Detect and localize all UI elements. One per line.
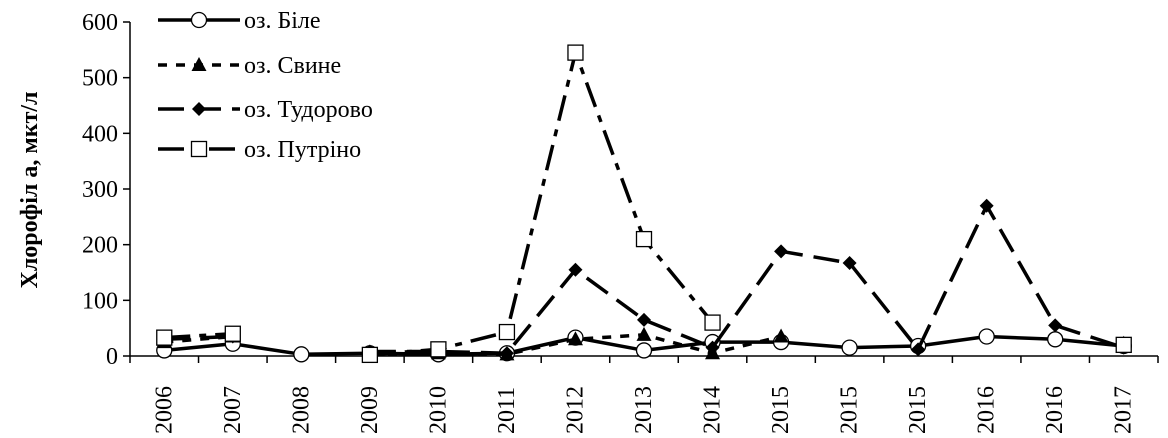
x-tick-label: 2008 [288,386,314,434]
x-axis: 2006 2007 2008 2009 2010 2011 2012 2013 2014 2015… [130,356,1158,434]
x-tick-label: 2017 [1111,386,1137,434]
legend-label: оз. Тудорово [244,97,373,123]
data-point [979,329,994,344]
series-group [157,45,1131,362]
data-point [774,329,789,343]
legend-item: оз. Путріно [158,137,361,163]
x-tick-label: 2010 [425,386,451,434]
data-point [1116,337,1131,352]
data-point [774,244,788,258]
y-tick-label: 200 [82,233,118,259]
x-tick-label: 2009 [357,386,383,434]
legend-item: оз. Тудорово [158,97,373,123]
y-tick-label: 500 [82,66,118,92]
data-point [980,199,994,213]
data-point [705,315,720,330]
legend-item: оз. Свине [158,53,341,79]
x-tick-label: 2016 [974,386,1000,434]
x-tick-label: 2007 [220,386,246,434]
y-tick-label: 400 [82,121,118,147]
legend-marker [192,102,206,116]
data-point [842,340,857,355]
x-tick-label: 2015 [768,386,794,434]
legend-marker [192,57,207,71]
y-tick-label: 600 [82,10,118,36]
data-point [1048,318,1062,332]
x-tick-label: 2014 [700,386,726,434]
y-axis: 0 100 200 300 400 500 600 [82,10,130,370]
y-tick-label: 300 [82,177,118,203]
data-point [157,330,172,345]
data-point [294,347,309,362]
legend-label: оз. Біле [244,8,321,34]
legend-label: оз. Путріно [244,137,361,163]
legend-marker [192,13,207,28]
y-tick-label: 0 [106,344,118,370]
legend-marker [192,142,207,157]
x-tick-label: 2015 [905,386,931,434]
x-tick-label: 2012 [562,386,588,434]
legend-item: оз. Біле [158,8,321,34]
data-point [225,326,240,341]
data-point [499,325,514,340]
y-tick-label: 100 [82,288,118,314]
data-point [1048,332,1063,347]
data-point [637,343,652,358]
x-tick-label: 2015 [837,386,863,434]
x-tick-label: 2016 [1042,386,1068,434]
x-tick-label: 2011 [494,387,520,434]
data-point [431,342,446,357]
data-point [637,313,651,327]
legend-label: оз. Свине [244,53,341,79]
data-point [637,232,652,247]
data-point [362,347,377,362]
y-axis-label: Хлорофіл a, мкт/л [17,92,43,289]
data-point [568,45,583,60]
x-tick-label: 2006 [151,386,177,434]
legend: оз. Біле оз. Свине оз. Тудорово оз. Путріно [158,8,373,163]
x-tick-label: 2013 [631,386,657,434]
